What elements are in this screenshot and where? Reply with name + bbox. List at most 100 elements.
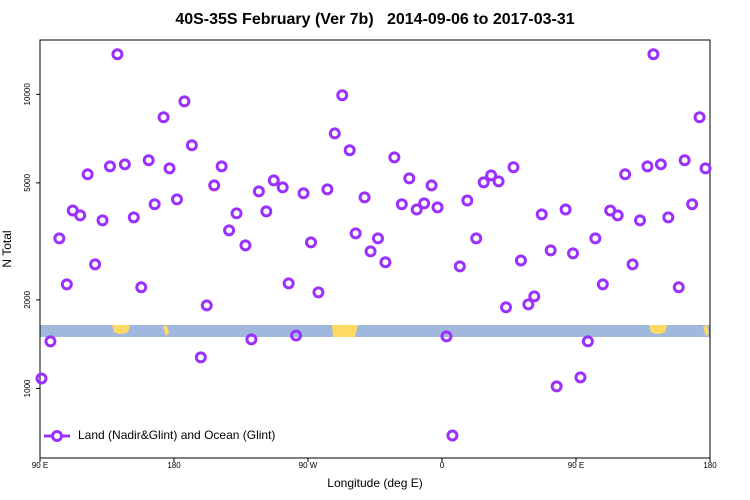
point [641, 160, 654, 173]
point [282, 277, 295, 290]
x-tick-label: 180 [167, 461, 181, 470]
x-axis-label: Longitude (deg E) [327, 476, 422, 490]
point [328, 127, 341, 140]
point [611, 209, 624, 222]
point [194, 351, 207, 364]
point [686, 198, 699, 211]
point [349, 227, 362, 240]
point [267, 174, 280, 187]
point [574, 371, 587, 384]
point [178, 95, 191, 108]
point [245, 333, 258, 346]
point [371, 232, 384, 245]
point [89, 258, 102, 271]
point [453, 260, 466, 273]
point [522, 298, 535, 311]
point [662, 211, 675, 224]
map-strip [40, 325, 710, 337]
point [297, 187, 310, 200]
point [581, 335, 594, 348]
point [252, 185, 265, 198]
chart-title: 40S-35S February (Ver 7b) 2014-09-06 to … [175, 11, 574, 28]
point [223, 224, 236, 237]
point [239, 239, 252, 252]
point [163, 162, 176, 175]
point [395, 198, 408, 211]
point [208, 179, 221, 192]
point [200, 299, 213, 312]
point [446, 429, 459, 442]
point [74, 209, 87, 222]
land [332, 325, 358, 337]
point [388, 151, 401, 164]
point [485, 169, 498, 182]
point [358, 191, 371, 204]
point [544, 244, 557, 257]
point [276, 181, 289, 194]
point [135, 281, 148, 294]
point [230, 207, 243, 220]
y-tick-label: 10000 [23, 83, 32, 106]
x-tick-label: 180 [703, 461, 717, 470]
point [440, 330, 453, 343]
point [321, 183, 334, 196]
point [693, 111, 706, 124]
point [507, 161, 520, 174]
point [550, 380, 563, 393]
point [304, 236, 317, 249]
legend-marker [51, 430, 63, 442]
point [535, 208, 548, 221]
land [112, 325, 130, 334]
point [142, 154, 155, 167]
ocean-band [40, 325, 710, 337]
point [654, 158, 667, 171]
point [111, 48, 124, 61]
point [157, 111, 170, 124]
point [672, 281, 685, 294]
point [81, 168, 94, 181]
point [559, 203, 572, 216]
point [103, 160, 116, 173]
point [596, 278, 609, 291]
point [343, 144, 356, 157]
land [163, 325, 169, 336]
point [127, 211, 140, 224]
point [60, 278, 73, 291]
point [589, 232, 602, 245]
land [649, 325, 667, 334]
point [312, 286, 325, 299]
land [703, 325, 709, 336]
point [336, 89, 349, 102]
y-tick-label: 2000 [23, 290, 32, 308]
x-tick-label: 90 E [568, 461, 584, 470]
point [53, 232, 66, 245]
point [678, 154, 691, 167]
point [170, 193, 183, 206]
point [470, 232, 483, 245]
point [619, 168, 632, 181]
point [477, 176, 490, 189]
point [500, 301, 513, 314]
x-tick-label: 90 W [299, 461, 318, 470]
point [96, 214, 109, 227]
point [647, 48, 660, 61]
point [44, 335, 57, 348]
point [364, 245, 377, 258]
point [425, 179, 438, 192]
point [260, 205, 273, 218]
point [626, 258, 639, 271]
point [528, 290, 541, 303]
point [634, 214, 647, 227]
point [699, 162, 712, 175]
point [403, 172, 416, 185]
point [290, 329, 303, 342]
point [461, 194, 474, 207]
legend-label: Land (Nadir&Glint) and Ocean (Glint) [78, 428, 275, 442]
point [185, 139, 198, 152]
plot-frame [39, 39, 711, 459]
point [567, 247, 580, 260]
point [148, 198, 161, 211]
y-axis-label: N Total [0, 230, 14, 267]
